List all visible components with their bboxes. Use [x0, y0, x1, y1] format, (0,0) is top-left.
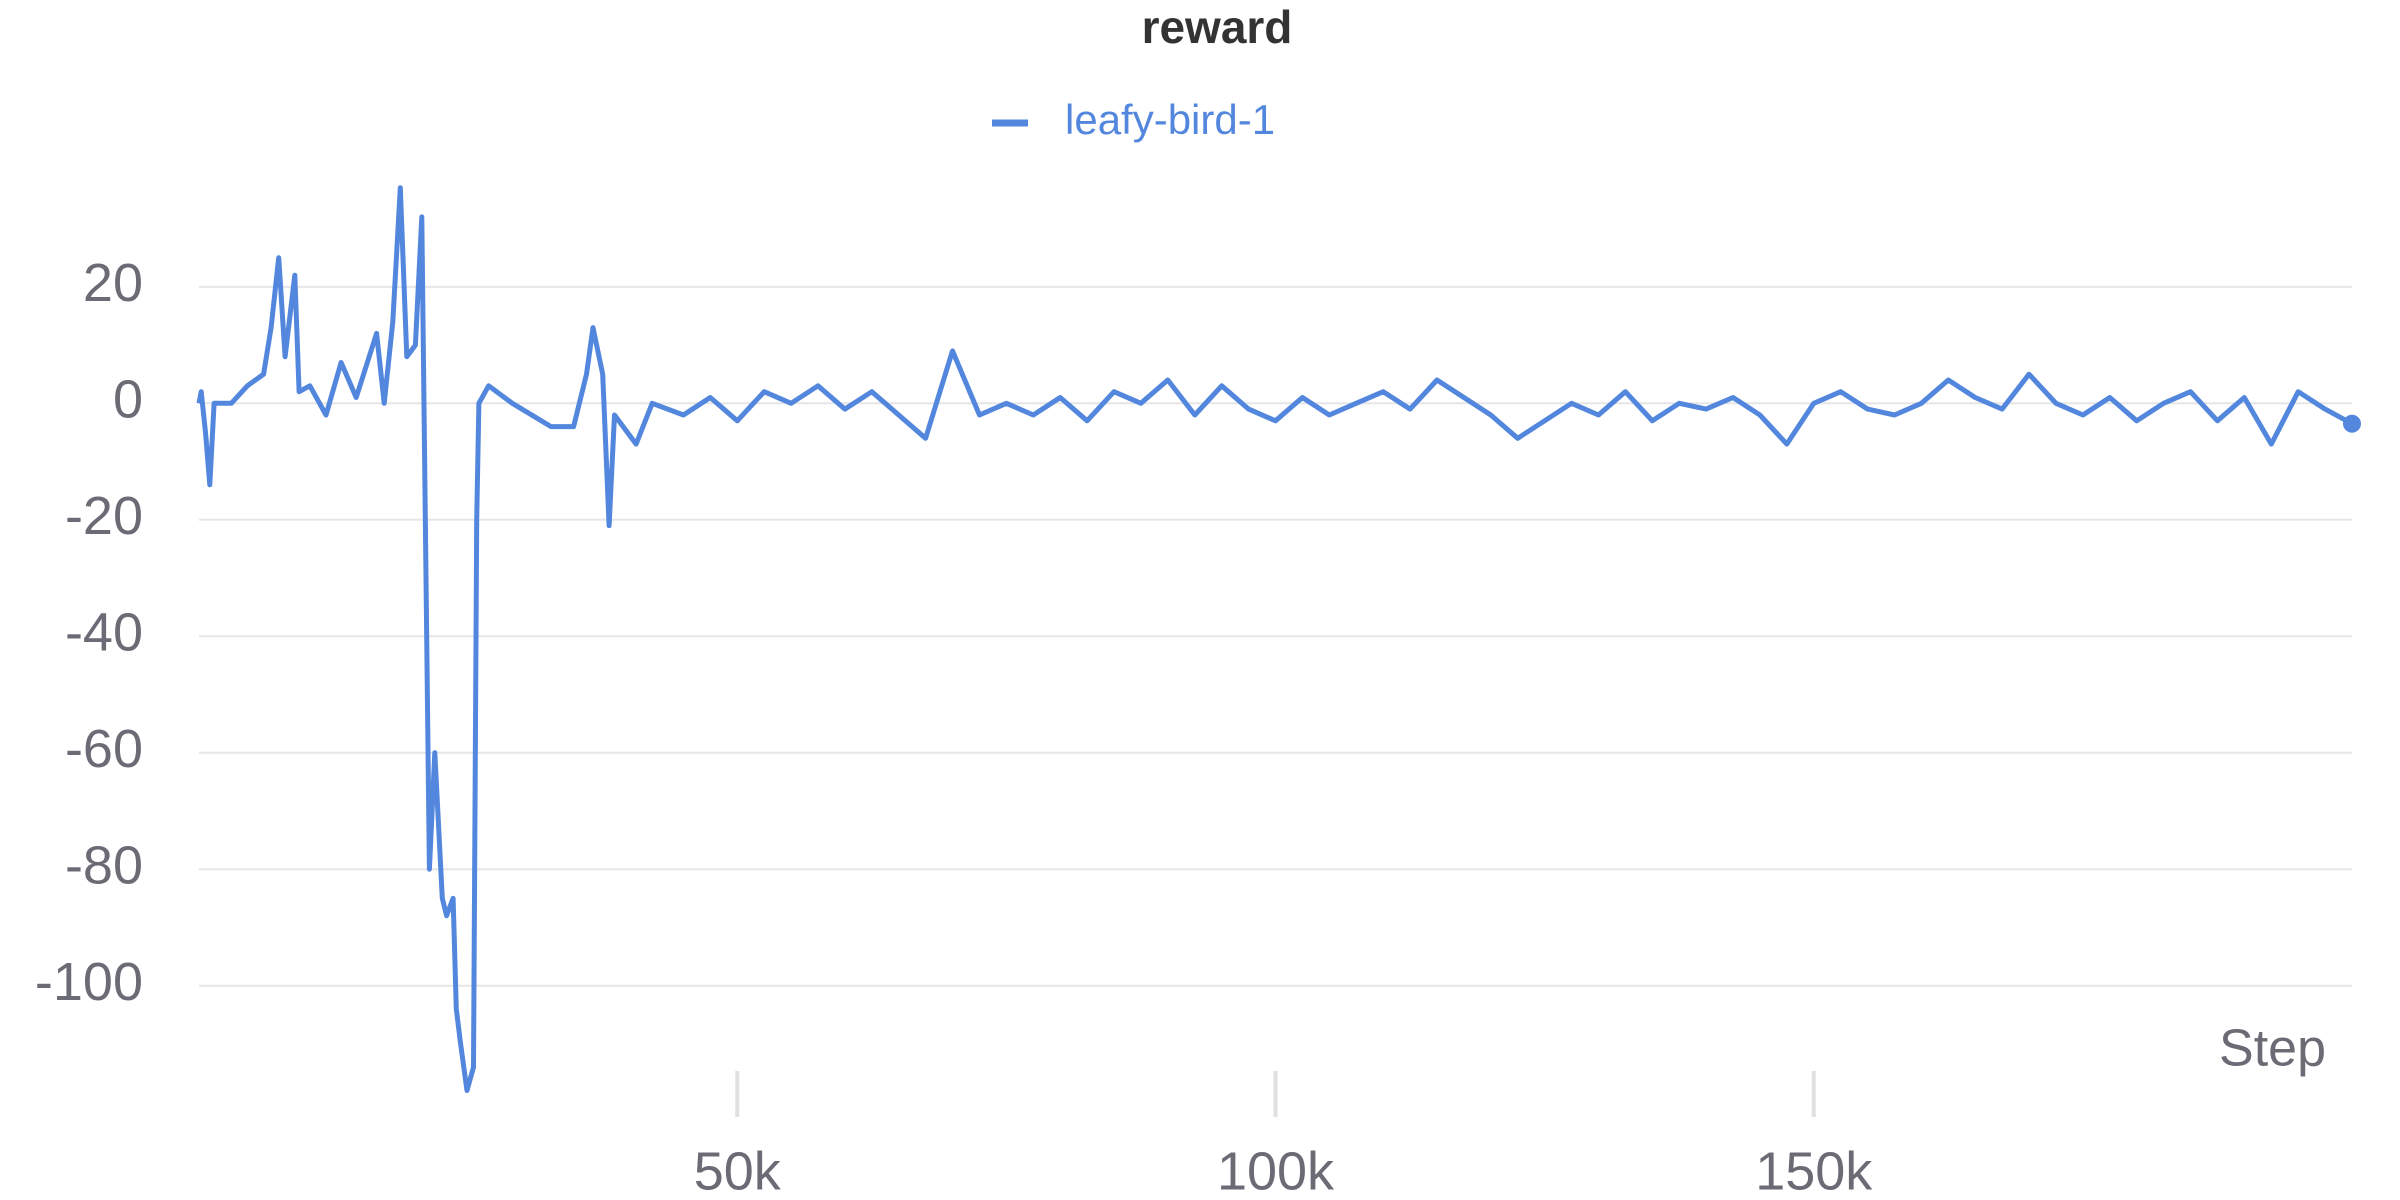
- x-tick-label: 150k: [1755, 1141, 1873, 1200]
- chart-title: reward: [1142, 1, 1293, 53]
- y-tick-label: -20: [65, 486, 143, 546]
- y-tick-label: -80: [65, 835, 143, 895]
- y-tick-label: -40: [65, 603, 143, 663]
- legend-label: leafy-bird-1: [1065, 96, 1275, 143]
- series-line: [196, 185, 2354, 1093]
- x-tick-label: 50k: [694, 1141, 782, 1200]
- end-point: [2343, 414, 2361, 433]
- y-tick-label: -60: [65, 719, 143, 779]
- x-tick-label: 100k: [1217, 1141, 1335, 1200]
- y-tick-label: 0: [113, 370, 143, 430]
- y-tick-label: 20: [83, 253, 143, 313]
- y-tick-label: -100: [35, 952, 143, 1012]
- x-axis-label: Step: [2219, 1020, 2326, 1078]
